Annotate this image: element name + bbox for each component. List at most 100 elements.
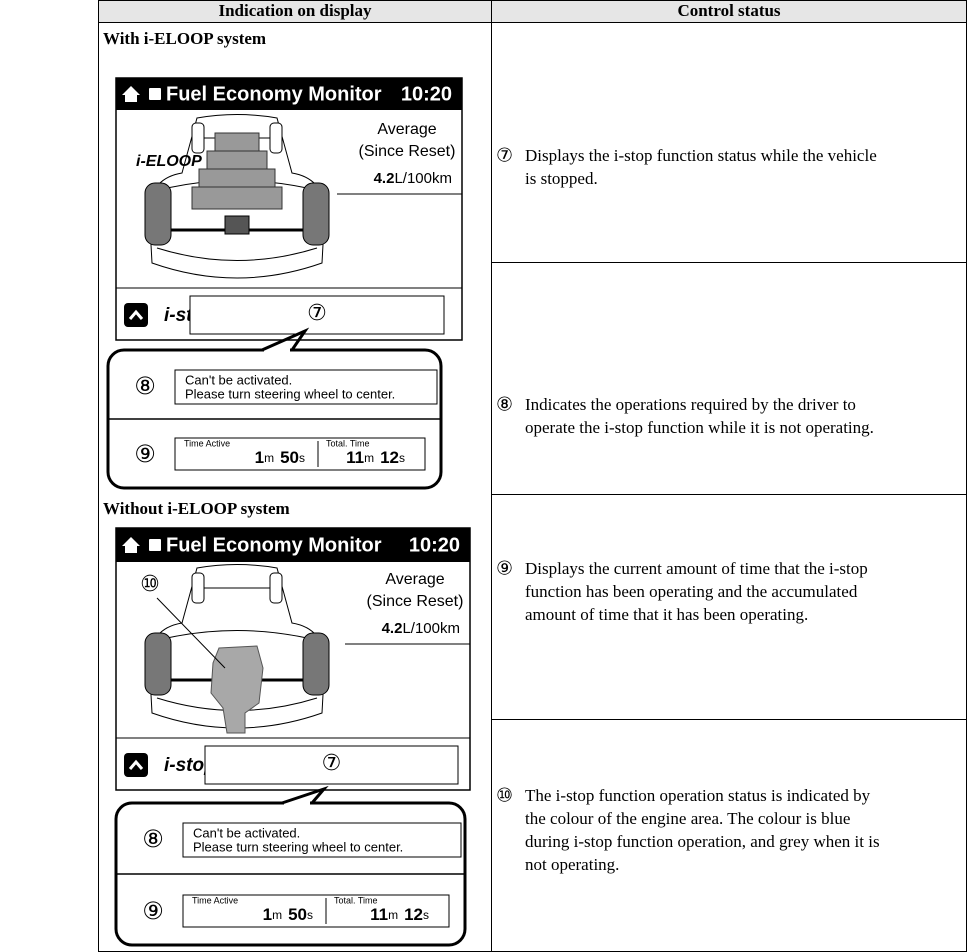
title-bar [116,78,462,110]
popup-marker: ⑨ [134,440,156,468]
time-number: 12 [404,905,423,924]
status-marker: ⑦ [496,145,513,167]
economy-unit: L/100km [402,620,460,637]
status-text: not operating. [525,855,619,874]
average-label: (Since Reset) [367,593,464,610]
time-unit: s [423,908,429,922]
time-value: 1m 50s [263,905,313,924]
status-box [189,295,445,335]
status-text: Indicates the operations required by the… [525,395,856,414]
wheel [144,182,172,246]
time-number: 12 [380,448,399,467]
time-number: 50 [288,905,307,924]
leader [156,597,226,669]
status-text: during i-stop function operation, and gr… [525,832,880,851]
time-label: Time Active [192,895,238,905]
popup-marker: ⑧ [142,825,164,853]
economy: 4.2L/100km [382,620,460,637]
title-bar [116,528,470,562]
economy-unit: L/100km [394,170,452,187]
home-icon [122,537,140,553]
header-bg [98,0,967,23]
message: Can't be activated. [185,372,292,387]
status-text: amount of time that it has been operatin… [525,605,808,624]
time-value: 11m 12s [370,905,429,924]
status-box [204,745,459,785]
message: Please turn steering wheel to center. [193,839,403,854]
average-label: Average [377,121,436,138]
message: Can't be activated. [193,825,300,840]
box-marker: ⑦ [322,751,342,776]
time-number: 50 [280,448,299,467]
screen-title: Fuel Economy Monitor [166,83,382,105]
capacitor [191,186,283,210]
popup-marker: ⑧ [134,372,156,400]
time-box [182,894,450,928]
wheel [269,572,283,604]
wheel [302,632,330,696]
section-label: Without i-ELOOP system [103,499,290,518]
status-text: function has been operating and the accu… [525,582,858,601]
status-text: Displays the i-stop function status whil… [525,146,877,165]
time-unit: m [272,908,282,922]
up-arrow [128,309,144,320]
average-label: (Since Reset) [359,143,456,160]
time-value: 1m 50s [255,448,305,467]
time-unit: s [299,451,305,465]
capacitor [198,168,276,188]
istop-label: i-stop [164,755,216,776]
time-number: 1 [263,905,272,924]
column-header: Control status [677,1,780,20]
screen-title: Fuel Economy Monitor [166,534,382,556]
time-number: 11 [346,448,364,467]
app-icon [149,88,161,100]
status-marker: ⑩ [496,785,513,807]
capacitor [214,132,260,152]
status-text: the colour of the engine area. The colou… [525,809,850,828]
time-label: Total. Time [326,438,370,448]
message-box [182,822,462,858]
status-marker: ⑧ [496,394,513,416]
engine [210,645,264,734]
wheel [144,632,172,696]
economy-value: 4.2 [374,170,395,187]
status-text: Displays the current amount of time that… [525,559,868,578]
popup-tail [261,327,310,352]
time-box [174,437,426,471]
clock: 10:20 [401,83,452,105]
average-label: Average [385,571,444,588]
popup-marker: ⑨ [142,897,164,925]
wheel [191,122,205,154]
section-label: With i-ELOOP system [103,29,266,48]
time-unit: m [388,908,398,922]
popup-tail [281,785,329,805]
app-icon [149,539,161,551]
up-button [124,753,148,777]
wheel [302,182,330,246]
wheel [191,572,205,604]
message: Please turn steering wheel to center. [185,386,395,401]
time-unit: s [307,908,313,922]
time-value: 11m 12s [346,448,405,467]
home-icon [122,86,140,102]
message-box [174,369,438,405]
economy-value: 4.2 [382,620,403,637]
economy: 4.2L/100km [374,170,452,187]
clock: 10:20 [409,534,460,556]
box-marker: ⑦ [307,301,327,326]
motor [224,215,250,235]
time-number: 1 [255,448,264,467]
time-number: 11 [370,905,388,924]
time-unit: s [399,451,405,465]
time-unit: m [264,451,274,465]
time-label: Time Active [184,438,230,448]
capacitor [206,150,268,170]
time-unit: m [364,451,374,465]
wheel [269,122,283,154]
status-text: The i-stop function operation status is … [525,786,871,805]
status-text: is stopped. [525,169,598,188]
engine-marker: ⑩ [140,572,160,597]
eloop-label: i-ELOOP [136,153,202,170]
